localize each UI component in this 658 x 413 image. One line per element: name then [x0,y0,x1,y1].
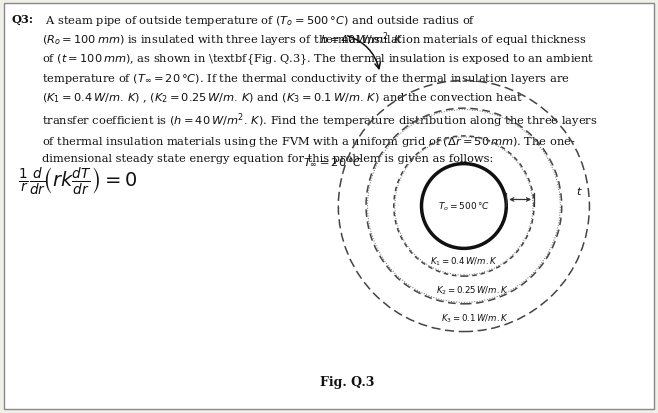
Text: $\frac{1}{r}\frac{d}{dr}\!\left(rk\frac{dT}{dr}\right) = 0$: $\frac{1}{r}\frac{d}{dr}\!\left(rk\frac{… [18,166,138,197]
Text: $h = 40\,W/m^2.K$: $h = 40\,W/m^2.K$ [320,30,404,47]
Text: $t$: $t$ [576,185,582,197]
Text: $T_{\infty} = 20\,°C$: $T_{\infty} = 20\,°C$ [303,156,363,168]
FancyBboxPatch shape [4,4,654,409]
Text: $K_3 = 0.1\,W/m.K$: $K_3 = 0.1\,W/m.K$ [442,312,509,324]
Text: $K_1 = 0.4\,W/m.K$: $K_1 = 0.4\,W/m.K$ [430,255,498,267]
Text: $T_o = 500\,°C$: $T_o = 500\,°C$ [438,200,490,213]
Text: Fig. Q.3: Fig. Q.3 [320,375,374,388]
Text: Q3:: Q3: [12,14,34,25]
Text: $K_2 = 0.25\,W/m.K$: $K_2 = 0.25\,W/m.K$ [436,284,509,297]
Text: A steam pipe of outside temperature of $(T_o = 500\,°C)$ and outside radius of
$: A steam pipe of outside temperature of $… [42,14,597,163]
